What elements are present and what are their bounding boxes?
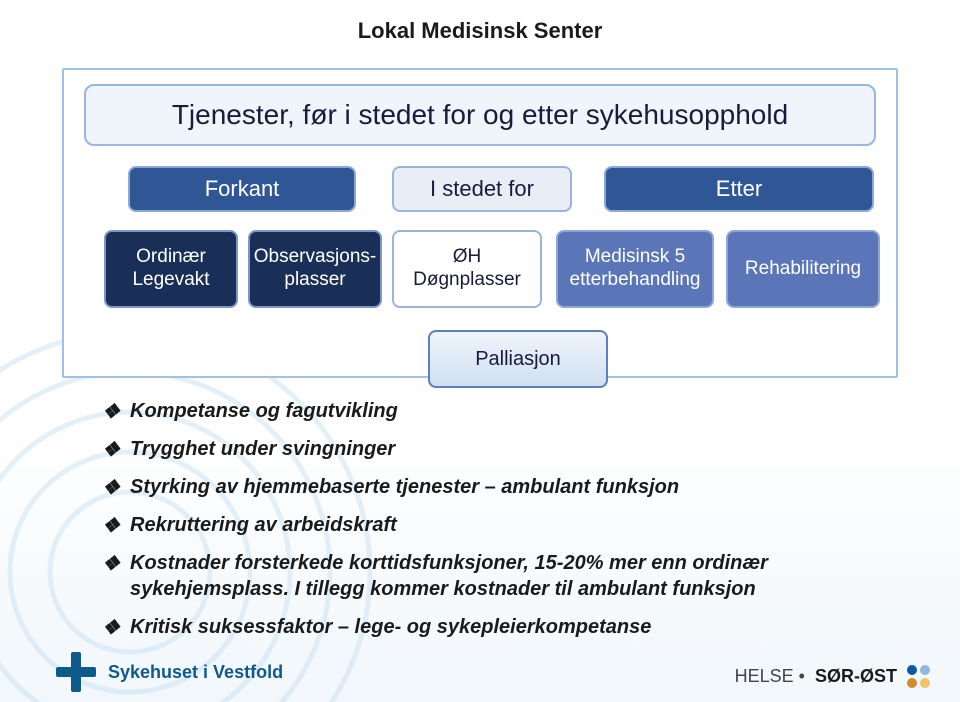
phase-box-forkant: Forkant	[128, 166, 356, 212]
bullet-item: Trygghet under svingninger	[102, 436, 892, 462]
logo-sykehuset: Sykehuset i Vestfold	[54, 650, 283, 694]
logo-right-sorost: SØR-ØST	[815, 666, 897, 687]
phase-box-etter: Etter	[604, 166, 874, 212]
bullet-item: Rekruttering av arbeidskraft	[102, 512, 892, 538]
diagram-banner: Tjenester, før i stedet for og etter syk…	[84, 84, 876, 146]
service-box-etterbehandling: Medisinsk 5 etterbehandling	[556, 230, 714, 308]
phase-box-istedetfor: I stedet for	[392, 166, 572, 212]
service-box-oh-dogn: ØH Døgnplasser	[392, 230, 542, 308]
service-box-legevakt: Ordinær Legevakt	[104, 230, 238, 308]
service-box-palliasjon: Palliasjon	[428, 330, 608, 388]
logo-right-helse: HELSE •	[735, 666, 805, 687]
logo-left-text: Sykehuset i Vestfold	[108, 662, 283, 683]
bullet-item: Kritisk suksessfaktor – lege- og sykeple…	[102, 614, 892, 640]
service-box-rehabilitering: Rehabilitering	[726, 230, 880, 308]
bullet-item: Styrking av hjemmebaserte tjenester – am…	[102, 474, 892, 500]
service-box-observasjon: Observasjons-plasser	[248, 230, 382, 308]
cross-icon	[54, 650, 98, 694]
bullet-item: Kompetanse og fagutvikling	[102, 398, 892, 424]
bullet-item: Kostnader forsterkede korttidsfunksjoner…	[102, 550, 892, 602]
page-title: Lokal Medisinsk Senter	[0, 18, 960, 44]
logo-helse-sorost: HELSE • SØR-ØST	[735, 665, 930, 688]
logo-dots-icon	[907, 665, 930, 688]
bullet-list: Kompetanse og fagutvikling Trygghet unde…	[102, 398, 892, 652]
